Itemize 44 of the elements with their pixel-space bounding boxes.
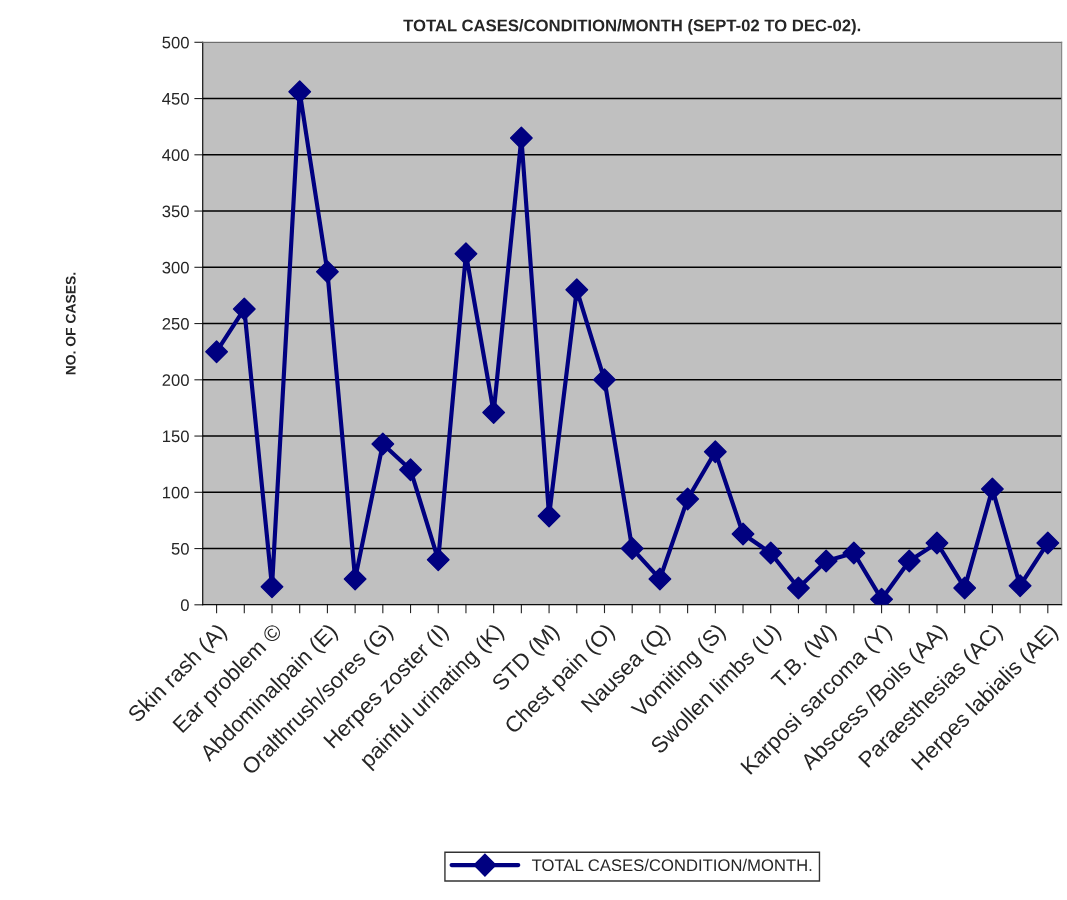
point xyxy=(925,531,949,555)
y-tick-label: 500 xyxy=(162,36,189,49)
point xyxy=(288,80,312,104)
point xyxy=(205,340,229,364)
y-tick-label: 450 xyxy=(162,92,189,105)
point xyxy=(814,549,838,573)
point xyxy=(676,487,700,511)
y-tick-label: 200 xyxy=(162,374,189,386)
point xyxy=(1008,574,1032,598)
point xyxy=(537,504,561,528)
y-tick-label: 250 xyxy=(162,317,189,330)
y-tick-label: 350 xyxy=(162,205,189,218)
point xyxy=(620,537,644,561)
chart-title: TOTAL CASES/CONDITION/MONTH (SEPT-02 TO DEC-02). xyxy=(403,19,861,35)
point xyxy=(426,548,450,572)
point xyxy=(509,126,533,150)
point xyxy=(232,297,256,321)
point xyxy=(260,575,284,599)
y-tick-label: 400 xyxy=(162,149,189,161)
point xyxy=(1036,531,1060,555)
point xyxy=(482,400,506,424)
point xyxy=(897,549,921,573)
y-tick-label: 0 xyxy=(180,599,189,611)
point xyxy=(953,576,977,600)
point xyxy=(454,242,478,266)
point xyxy=(786,576,810,600)
point xyxy=(731,522,755,546)
point xyxy=(759,541,783,565)
y-tick-label: 150 xyxy=(163,430,189,443)
point xyxy=(842,541,866,565)
point xyxy=(980,477,1004,501)
point xyxy=(399,458,422,482)
point xyxy=(371,432,395,456)
y-tick-label: 300 xyxy=(162,261,189,274)
legend-label: TOTAL CASES/CONDITION/MONTH. xyxy=(531,858,812,872)
point xyxy=(703,440,727,464)
point xyxy=(565,278,589,302)
point xyxy=(593,368,616,392)
point xyxy=(315,260,339,284)
y-tick-label: 100 xyxy=(163,486,189,499)
y-axis-title: NO. OF CASES. xyxy=(65,272,76,375)
point xyxy=(648,567,672,591)
y-tick-label: 50 xyxy=(171,542,189,555)
point xyxy=(343,567,367,591)
